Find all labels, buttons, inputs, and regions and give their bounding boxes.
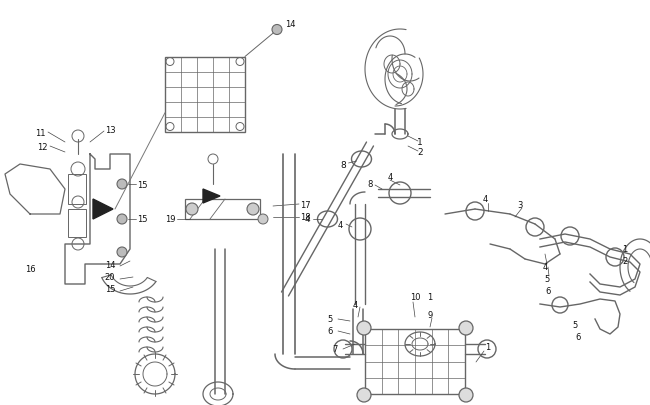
Text: 3: 3 xyxy=(517,200,523,209)
Circle shape xyxy=(272,26,282,35)
Text: 15: 15 xyxy=(136,215,148,224)
Text: 16: 16 xyxy=(25,265,35,274)
Text: 1: 1 xyxy=(417,137,423,146)
Text: 2: 2 xyxy=(622,257,628,266)
Bar xyxy=(365,329,465,394)
Text: 8: 8 xyxy=(367,179,372,188)
Circle shape xyxy=(459,388,473,402)
Text: 5: 5 xyxy=(573,320,578,329)
Text: 20: 20 xyxy=(105,273,115,282)
Bar xyxy=(185,200,260,220)
Text: 2: 2 xyxy=(417,147,422,156)
Text: 8: 8 xyxy=(341,160,346,169)
Text: 4: 4 xyxy=(542,263,547,272)
Text: 5: 5 xyxy=(544,275,550,284)
Circle shape xyxy=(186,203,198,215)
Polygon shape xyxy=(93,200,113,220)
Text: 4: 4 xyxy=(305,215,310,224)
Text: 1: 1 xyxy=(427,293,433,302)
Polygon shape xyxy=(203,190,220,203)
Text: 4: 4 xyxy=(387,172,393,181)
Text: 13: 13 xyxy=(105,125,115,134)
Text: 4: 4 xyxy=(482,195,488,204)
Bar xyxy=(165,58,245,132)
Circle shape xyxy=(357,321,371,335)
Circle shape xyxy=(247,203,259,215)
Circle shape xyxy=(117,215,127,224)
Circle shape xyxy=(117,247,127,257)
Text: 14: 14 xyxy=(285,20,295,29)
Text: 5: 5 xyxy=(328,315,333,324)
Circle shape xyxy=(459,321,473,335)
Text: 1: 1 xyxy=(622,245,628,254)
Text: 18: 18 xyxy=(300,213,310,222)
Bar xyxy=(68,209,86,237)
Text: 14: 14 xyxy=(105,260,115,269)
Text: 9: 9 xyxy=(427,310,433,319)
Text: 15: 15 xyxy=(136,180,148,189)
Circle shape xyxy=(357,388,371,402)
Text: 17: 17 xyxy=(300,200,310,209)
Text: 12: 12 xyxy=(37,142,47,151)
Bar xyxy=(68,175,86,205)
Text: 4: 4 xyxy=(337,220,343,229)
Text: 1: 1 xyxy=(486,343,491,352)
Text: 6: 6 xyxy=(575,333,580,342)
Circle shape xyxy=(117,179,127,190)
Circle shape xyxy=(258,215,268,224)
Text: 6: 6 xyxy=(545,287,551,296)
Text: 6: 6 xyxy=(328,327,333,336)
Text: 7: 7 xyxy=(332,345,338,354)
Text: 19: 19 xyxy=(164,215,176,224)
Text: 4: 4 xyxy=(352,300,358,309)
Text: 10: 10 xyxy=(410,293,421,302)
Text: 11: 11 xyxy=(34,128,46,137)
Text: 15: 15 xyxy=(105,285,115,294)
